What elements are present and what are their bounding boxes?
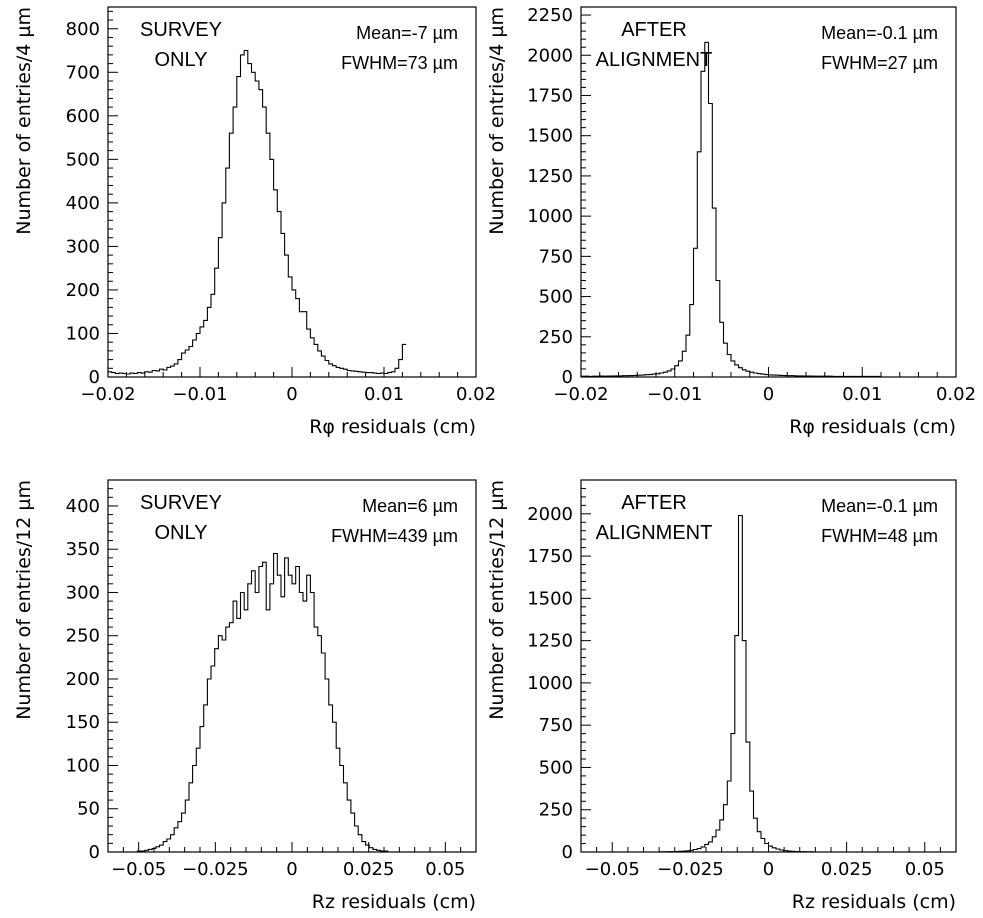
histogram-line (108, 552, 476, 853)
y-tick-label: 1500 (527, 588, 573, 609)
panel-bottom-right: 0 250 500 750 1000 1250 1500 1750 2000 −0.05 −0.02… (486, 479, 957, 913)
x-axis-label: Rφ residuals (cm) (309, 416, 476, 438)
x-tick-label: −0.01 (647, 384, 702, 405)
panel-label-line: ALIGNMENT (596, 49, 713, 71)
x-tick-label: −0.05 (585, 859, 640, 880)
panel-top-right: 0 250 500 750 1000 1250 1500 1750 2000 2250 −0.02 −… (486, 5, 976, 438)
fwhm-stat: FWHM=27 µm (821, 53, 938, 73)
y-tick-label: 0 (89, 842, 100, 863)
y-tick-label: 1750 (527, 546, 573, 567)
y-tick-label: 2000 (527, 45, 573, 66)
panel-bottom-left: 0 50 100 150 200 250 300 350 400 −0.05 −0.025 0 0.02… (13, 479, 477, 913)
y-tick-label: 750 (539, 715, 573, 736)
panel-label-line: ONLY (155, 49, 208, 71)
x-tick-label: 0 (286, 384, 297, 405)
x-tick-label: 0.02 (456, 384, 496, 405)
mean-stat: Mean=-0.1 µm (821, 23, 938, 43)
panel-label-line: SURVEY (140, 492, 222, 514)
x-tick-label: 0 (763, 384, 774, 405)
x-tick-label: 0 (286, 859, 297, 880)
y-tick-label: 250 (539, 800, 573, 821)
y-tick-label: 2000 (527, 504, 573, 525)
y-tick-label: 1250 (527, 631, 573, 652)
y-tick-label: 250 (539, 327, 573, 348)
x-tick-label: −0.02 (553, 384, 608, 405)
x-tick-label: −0.025 (657, 859, 724, 880)
panel-label-line: AFTER (621, 492, 687, 514)
x-tick-label: −0.01 (172, 384, 227, 405)
histogram-line (581, 514, 956, 853)
panel-top-left: 0 100 200 300 400 500 600 700 800 −0.02 −0.01 0 0.01… (13, 6, 496, 438)
x-axis-label: Rz residuals (cm) (312, 891, 476, 913)
x-tick-label: 0 (763, 859, 774, 880)
y-tick-label: 700 (66, 62, 100, 83)
y-tick-label: 2250 (527, 5, 573, 26)
panel-label-line: AFTER (621, 19, 687, 41)
y-axis-label: Number of entries/4 µm (486, 7, 508, 235)
y-tick-label: 1500 (527, 126, 573, 147)
y-tick-label: 500 (66, 149, 100, 170)
histogram-line (581, 41, 881, 377)
panel-label-line: ONLY (155, 522, 208, 544)
x-tick-label: 0.025 (821, 859, 873, 880)
y-tick-label: 50 (77, 799, 100, 820)
y-tick-label: 200 (66, 669, 100, 690)
y-tick-label: 100 (66, 323, 100, 344)
x-tick-label: 0.02 (936, 384, 976, 405)
y-tick-label: 300 (66, 236, 100, 257)
y-tick-label: 500 (539, 757, 573, 778)
y-tick-label: 250 (66, 626, 100, 647)
y-tick-label: 200 (66, 280, 100, 301)
y-tick-label: 150 (66, 712, 100, 733)
x-axis-label: Rz residuals (cm) (792, 891, 956, 913)
panel-label-line: ALIGNMENT (596, 522, 713, 544)
y-axis-label: Number of entries/12 µm (486, 480, 508, 720)
panel-label-line: SURVEY (140, 19, 222, 41)
y-tick-label: 0 (89, 367, 100, 388)
y-tick-label: 750 (539, 246, 573, 267)
y-axis-label: Number of entries/12 µm (13, 480, 35, 720)
x-tick-label: 0.01 (364, 384, 404, 405)
x-tick-label: 0.05 (425, 859, 465, 880)
y-tick-label: 350 (66, 539, 100, 560)
x-tick-label: 0.05 (905, 859, 945, 880)
x-tick-label: −0.02 (80, 384, 135, 405)
y-tick-label: 400 (66, 193, 100, 214)
x-tick-label: −0.05 (111, 859, 166, 880)
y-tick-label: 400 (66, 496, 100, 517)
y-tick-label: 1000 (527, 673, 573, 694)
fwhm-stat: FWHM=439 µm (331, 526, 458, 546)
y-tick-label: 600 (66, 106, 100, 127)
y-tick-label: 1250 (527, 166, 573, 187)
y-tick-label: 0 (562, 842, 573, 863)
y-tick-label: 500 (539, 287, 573, 308)
fwhm-stat: FWHM=73 µm (341, 53, 458, 73)
y-tick-label: 1000 (527, 206, 573, 227)
x-tick-label: 0.025 (343, 859, 395, 880)
x-axis-label: Rφ residuals (cm) (789, 416, 956, 438)
y-tick-label: 1750 (527, 85, 573, 106)
histogram-line (108, 49, 407, 375)
y-axis-label: Number of entries/4 µm (13, 7, 35, 235)
y-tick-label: 100 (66, 755, 100, 776)
x-tick-label: −0.025 (182, 859, 249, 880)
y-tick-label: 800 (66, 19, 100, 40)
mean-stat: Mean=6 µm (362, 496, 458, 516)
mean-stat: Mean=-0.1 µm (821, 496, 938, 516)
y-tick-label: 0 (562, 367, 573, 388)
y-tick-label: 300 (66, 582, 100, 603)
mean-stat: Mean=-7 µm (356, 23, 458, 43)
x-tick-label: 0.01 (842, 384, 882, 405)
fwhm-stat: FWHM=48 µm (821, 526, 938, 546)
